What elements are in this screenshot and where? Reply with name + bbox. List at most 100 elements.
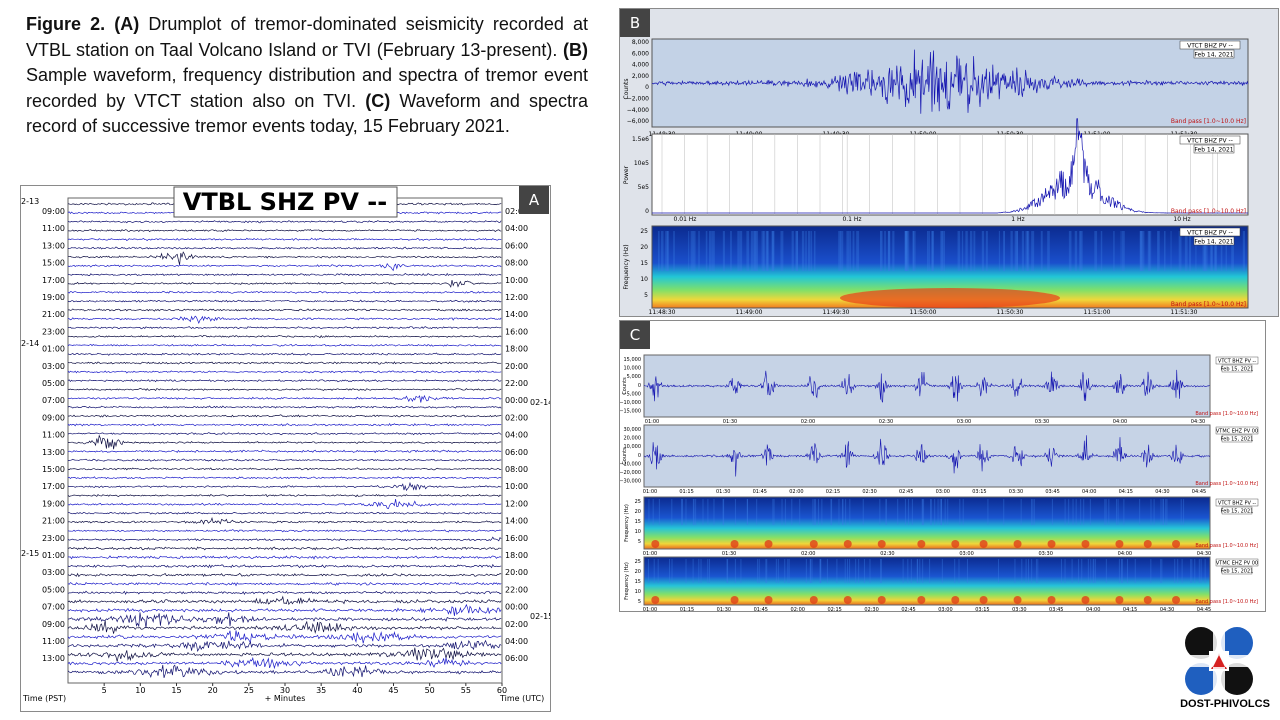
wave-y-tick: 2,000	[632, 73, 649, 80]
spec-time-tick: 01:15	[680, 607, 694, 611]
drum-trace	[67, 326, 502, 330]
spec-stripe	[648, 499, 650, 525]
spec-y-tick: 20	[640, 244, 648, 251]
date-label: Feb 15, 2021	[1221, 437, 1254, 443]
wave2-y-tick: −20,000	[620, 470, 641, 476]
spec-stripe	[1040, 231, 1043, 271]
spec-time-tick: 02:30	[880, 551, 894, 557]
spec-stripe	[905, 231, 908, 271]
spec-burst	[843, 596, 852, 604]
spec-stripe	[961, 231, 964, 271]
spec-stripe	[693, 499, 695, 525]
spec-stripe	[923, 499, 925, 525]
spec-stripe	[791, 231, 794, 271]
spec-time-tick: 04:30	[1160, 607, 1174, 611]
tremor-waveform-trace	[643, 435, 1210, 477]
spec-stripe	[849, 499, 851, 525]
panel-a-drumplot: 09:00 11:00 13:00 15:00 17:00 19:00 21:00 23:00…	[20, 185, 553, 712]
drum-trace	[67, 620, 502, 634]
spec-time-tick: 04:00	[1086, 607, 1100, 611]
left-time-tick: 23:00	[42, 534, 65, 543]
spec-stripe	[939, 499, 941, 525]
drum-trace	[67, 516, 502, 525]
drum-trace	[67, 394, 502, 403]
spec-stripe	[708, 559, 710, 583]
spec-stripe	[700, 559, 702, 583]
spec-stripe	[758, 559, 760, 583]
spec-stripe	[761, 231, 764, 271]
spec-stripe	[754, 231, 756, 271]
wave2-time-tick: 01:00	[643, 489, 657, 495]
left-time-tick: 13:00	[42, 654, 65, 663]
wave1-y-tick: 15,000	[624, 357, 642, 363]
wave-y-tick: 6,000	[632, 50, 649, 57]
spec-y-tick: 25	[640, 228, 648, 235]
panel-b-label: B	[620, 9, 650, 37]
right-time-tick: 12:00	[505, 499, 528, 508]
wave2-y-label: Counts	[622, 447, 628, 465]
spec-stripe	[1121, 559, 1123, 583]
wave2-y-tick: −10,000	[620, 461, 641, 467]
spec-stripe	[685, 499, 687, 525]
spec-burst	[1172, 596, 1181, 604]
spec-stripe	[928, 231, 930, 271]
spec-stripe	[1148, 231, 1150, 271]
left-time-tick: 09:00	[42, 207, 65, 216]
spec-stripe	[787, 559, 789, 583]
station-label: VTCT BHZ PV --	[1187, 43, 1233, 50]
spec-stripe	[987, 499, 989, 525]
spec-stripe	[1021, 231, 1023, 271]
right-time-tick: 02:00	[505, 413, 528, 422]
spec-stripe	[902, 559, 904, 583]
spec-stripe	[737, 231, 740, 271]
spec-stripe	[1170, 231, 1172, 271]
left-time-tick: 03:00	[42, 568, 65, 577]
wave1-time-tick: 01:00	[645, 419, 659, 425]
right-time-tick: 08:00	[505, 465, 528, 474]
left-time-tick: 13:00	[42, 448, 65, 457]
power-y-tick: 10e5	[634, 160, 649, 167]
wave1-time-tick: 03:00	[957, 419, 971, 425]
spec-stripe	[846, 231, 850, 271]
wave2-y-tick: 20,000	[624, 436, 642, 442]
left-time-tick: 21:00	[42, 517, 65, 526]
filter-label: Band pass [1.0~10.0 Hz]	[1171, 208, 1246, 215]
spec-stripe	[1003, 231, 1005, 271]
spec-stripe	[1214, 231, 1217, 271]
spec-stripe	[1178, 231, 1182, 271]
spec-stripe	[815, 499, 817, 525]
drum-trace	[67, 229, 502, 233]
spec-stripe	[966, 559, 968, 583]
power-trace	[652, 118, 1248, 214]
right-time-tick: 16:00	[505, 534, 528, 543]
spec-stripe	[810, 231, 812, 271]
caption-a-tag: (A)	[114, 14, 140, 34]
spec-time-tick: 02:30	[864, 607, 878, 611]
right-time-tick: 16:00	[505, 327, 528, 336]
spec-stripe	[941, 231, 944, 271]
spec-stripe	[809, 559, 811, 583]
spec-stripe	[1047, 231, 1050, 271]
drum-trace	[67, 639, 502, 652]
spec-burst	[979, 540, 988, 548]
spec-stripe	[692, 499, 694, 525]
spec-time-tick: 04:15	[1123, 607, 1137, 611]
spec-stripe	[937, 499, 939, 525]
wave2-y-tick: 30,000	[624, 427, 642, 433]
spec-stripe	[930, 499, 932, 525]
spec-stripe	[1083, 499, 1085, 525]
spec-stripe	[1163, 231, 1166, 271]
spec-y-tick: 15	[635, 519, 641, 525]
spec-stripe	[1080, 499, 1082, 525]
spec-stripe	[1177, 559, 1179, 583]
spec-stripe	[771, 231, 774, 271]
spec-burst	[1013, 596, 1022, 604]
wave2-time-tick: 04:15	[1119, 489, 1133, 495]
power-y-label: Power	[623, 165, 630, 184]
spec-y-label: Frequency (Hz)	[624, 562, 630, 600]
spec-stripe	[904, 499, 906, 525]
spec-stripe	[1031, 559, 1033, 583]
station-label: VTCT BHZ PV --	[1218, 359, 1256, 365]
right-time-tick: 00:00	[505, 603, 528, 612]
spec-stripe	[766, 231, 769, 271]
